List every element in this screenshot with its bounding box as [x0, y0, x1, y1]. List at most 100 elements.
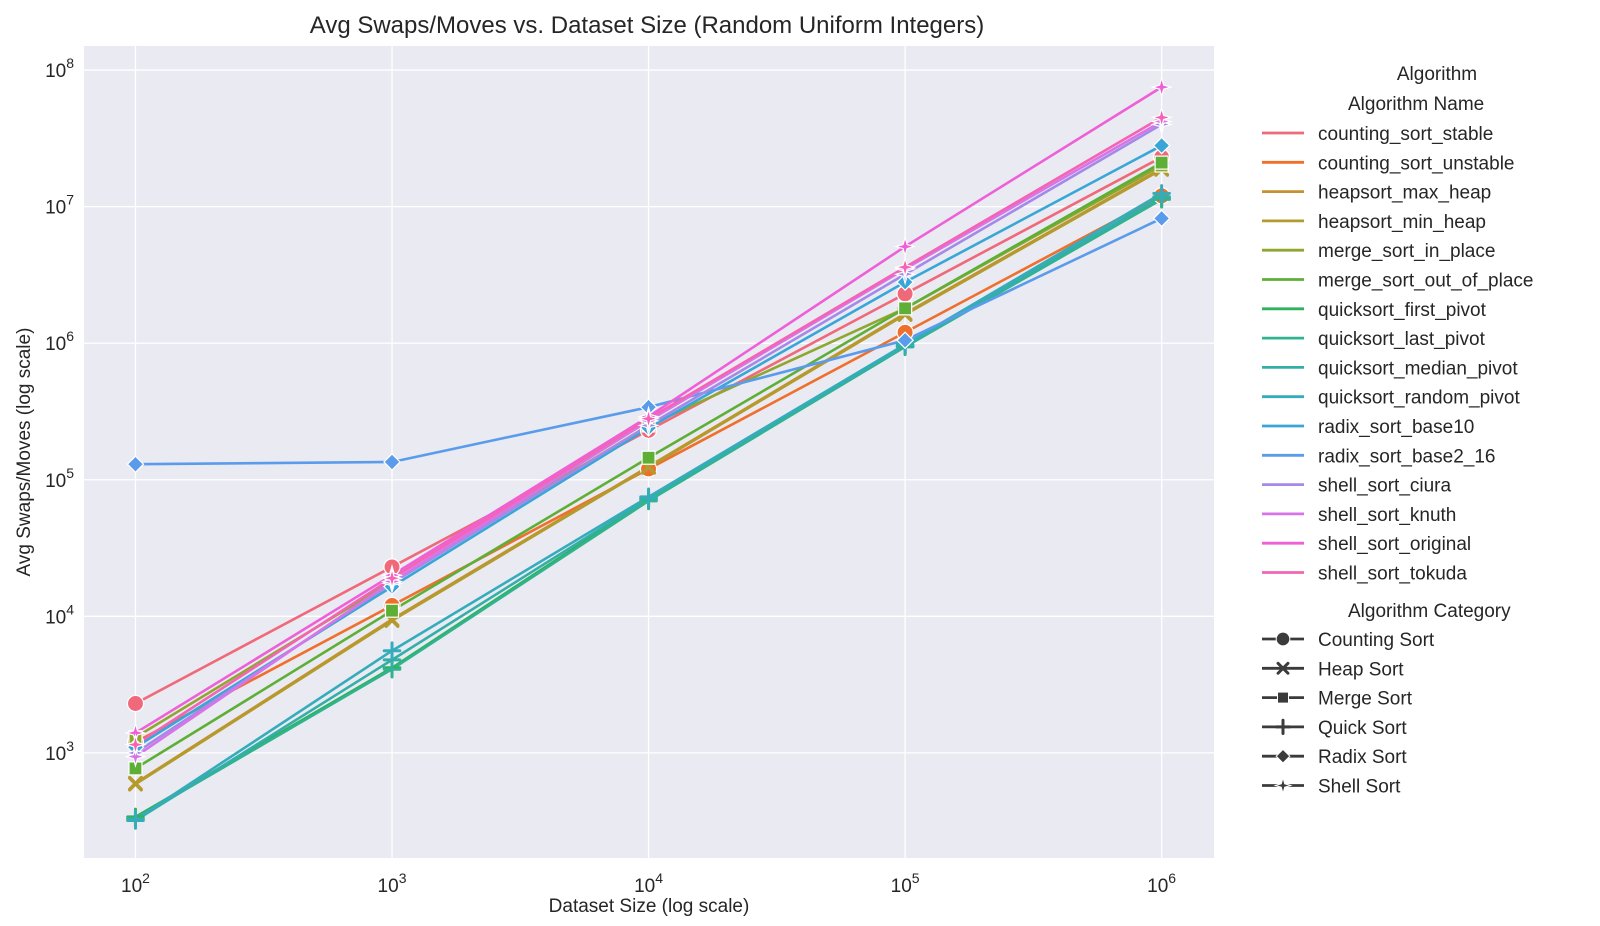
- legend-label: merge_sort_in_place: [1318, 241, 1495, 262]
- y-tick-label-base: 10: [45, 61, 66, 82]
- data-point-radix_sort_base10-4: [1152, 136, 1171, 155]
- y-tick-label-base: 10: [45, 198, 66, 219]
- y-tick-label-exponent: 8: [66, 55, 74, 71]
- legend-item-radix_sort_base2_16: radix_sort_base2_16: [1262, 446, 1495, 467]
- data-point-merge_sort_out_of_place-1: [384, 603, 400, 618]
- legend-item-shell_sort_original: shell_sort_original: [1262, 534, 1471, 555]
- y-tick-label: 108: [45, 55, 74, 82]
- y-tick-label-base: 10: [45, 471, 66, 492]
- series-markers-shell_sort_tokuda: [124, 106, 1173, 756]
- legend-marker: [1275, 631, 1291, 647]
- legend: Algorithm Algorithm Name counting_sort_s…: [1262, 64, 1533, 798]
- legend-item-quicksort_median_pivot: quicksort_median_pivot: [1262, 358, 1518, 379]
- legend-category-counting-sort: Counting Sort: [1262, 630, 1435, 651]
- y-tick-label-exponent: 3: [66, 738, 74, 754]
- legend-label: radix_sort_base2_16: [1318, 446, 1495, 467]
- data-point-quicksort_random_pivot-1: [382, 641, 402, 661]
- legend-category-merge-sort: Merge Sort: [1262, 689, 1413, 710]
- legend-label: Counting Sort: [1318, 630, 1435, 651]
- data-point-radix_sort_base2_16-4: [1152, 209, 1171, 228]
- y-tick-label: 104: [45, 601, 74, 628]
- legend-label: Quick Sort: [1318, 718, 1407, 739]
- legend-label: shell_sort_tokuda: [1318, 564, 1467, 585]
- legend-series-entries: counting_sort_stable counting_sort_unstab…: [1262, 124, 1533, 585]
- x-tick-label: 105: [891, 870, 920, 897]
- x-tick-label-exponent: 2: [142, 870, 150, 886]
- legend-category-shell-sort: Shell Sort: [1262, 775, 1401, 798]
- data-point-shell_sort_tokuda-1: [380, 566, 404, 590]
- data-point-merge_sort_out_of_place-4: [1154, 155, 1169, 170]
- legend-marker: [1274, 718, 1292, 735]
- x-tick-label: 102: [121, 870, 150, 897]
- legend-label: quicksort_last_pivot: [1318, 329, 1486, 350]
- data-point-merge_sort_out_of_place-2: [641, 450, 656, 465]
- data-point-merge_sort_out_of_place-3: [897, 301, 913, 316]
- legend-label: counting_sort_unstable: [1318, 153, 1514, 174]
- x-tick-label-exponent: 4: [655, 870, 663, 886]
- legend-item-radix_sort_base10: radix_sort_base10: [1262, 417, 1474, 438]
- legend-item-shell_sort_tokuda: shell_sort_tokuda: [1262, 564, 1467, 585]
- data-point-quicksort_random_pivot-2: [639, 487, 658, 507]
- legend-item-merge_sort_out_of_place: merge_sort_out_of_place: [1262, 271, 1533, 292]
- legend-item-quicksort_first_pivot: quicksort_first_pivot: [1262, 300, 1487, 321]
- y-tick-label-base: 10: [45, 607, 66, 628]
- x-tick-label-exponent: 5: [912, 870, 920, 886]
- legend-name-heading: Algorithm Name: [1348, 94, 1484, 115]
- legend-label: heapsort_min_heap: [1318, 212, 1486, 233]
- y-tick-label-exponent: 5: [66, 465, 74, 481]
- legend-item-heapsort_min_heap: heapsort_min_heap: [1262, 212, 1486, 233]
- data-point-shell_sort_tokuda-2: [637, 407, 660, 430]
- legend-label: shell_sort_knuth: [1318, 505, 1456, 526]
- x-tick-label-base: 10: [891, 876, 912, 897]
- legend-item-quicksort_last_pivot: quicksort_last_pivot: [1262, 329, 1486, 350]
- y-tick-label: 105: [45, 465, 74, 492]
- x-tick-label-base: 10: [378, 876, 399, 897]
- y-tick-label-exponent: 4: [66, 601, 74, 617]
- legend-category-entries: Counting Sort Heap Sort Merge Sort Quick So…: [1262, 630, 1435, 798]
- legend-item-shell_sort_knuth: shell_sort_knuth: [1262, 505, 1456, 526]
- y-tick-label: 106: [45, 328, 74, 355]
- x-tick-labels: 102 103 104 105 106: [121, 870, 1176, 897]
- x-tick-label: 104: [634, 870, 663, 897]
- y-tick-label-base: 10: [45, 744, 66, 765]
- legend-label: merge_sort_out_of_place: [1318, 271, 1533, 292]
- data-point-shell_sort_tokuda-3: [893, 255, 917, 279]
- legend-label: shell_sort_ciura: [1318, 476, 1451, 497]
- legend-item-counting_sort_stable: counting_sort_stable: [1262, 124, 1493, 145]
- data-point-radix_sort_base2_16-3: [896, 331, 915, 350]
- legend-item-quicksort_random_pivot: quicksort_random_pivot: [1262, 388, 1520, 409]
- legend-label: Shell Sort: [1318, 777, 1401, 798]
- x-tick-label-exponent: 6: [1168, 870, 1176, 886]
- data-point-shell_sort_tokuda-4: [1150, 106, 1173, 129]
- y-axis-label: Avg Swaps/Moves (log scale): [14, 328, 35, 577]
- x-tick-label-base: 10: [121, 876, 142, 897]
- legend-label: quicksort_random_pivot: [1318, 388, 1520, 409]
- legend-marker: [1273, 775, 1293, 796]
- legend-item-counting_sort_unstable: counting_sort_unstable: [1262, 153, 1514, 174]
- chart-title: Avg Swaps/Moves vs. Dataset Size (Random…: [310, 12, 984, 39]
- legend-label: radix_sort_base10: [1318, 417, 1474, 438]
- data-point-shell_sort_tokuda-0: [124, 733, 147, 756]
- series-markers: [124, 75, 1173, 830]
- legend-marker: [1275, 748, 1291, 764]
- y-tick-label: 107: [45, 192, 74, 219]
- x-tick-label: 103: [378, 870, 407, 897]
- data-point-shell_sort_knuth-0: [124, 745, 147, 768]
- legend-label: shell_sort_original: [1318, 534, 1471, 555]
- legend-label: counting_sort_stable: [1318, 124, 1493, 145]
- legend-label: quicksort_first_pivot: [1318, 300, 1487, 321]
- data-point-counting_sort_stable-0: [126, 694, 145, 713]
- y-tick-label: 103: [45, 738, 74, 765]
- y-tick-label-exponent: 7: [66, 192, 74, 208]
- x-tick-label: 106: [1147, 870, 1176, 897]
- legend-item-merge_sort_in_place: merge_sort_in_place: [1262, 241, 1495, 262]
- data-point-radix_sort_base2_16-0: [126, 455, 145, 474]
- legend-label: Radix Sort: [1318, 747, 1407, 768]
- data-point-quicksort_random_pivot-4: [1152, 184, 1171, 203]
- y-tick-label-exponent: 6: [66, 328, 74, 344]
- legend-item-heapsort_max_heap: heapsort_max_heap: [1262, 183, 1491, 204]
- x-axis-label: Dataset Size (log scale): [549, 896, 750, 917]
- series-markers-merge_sort_out_of_place: [128, 155, 1169, 776]
